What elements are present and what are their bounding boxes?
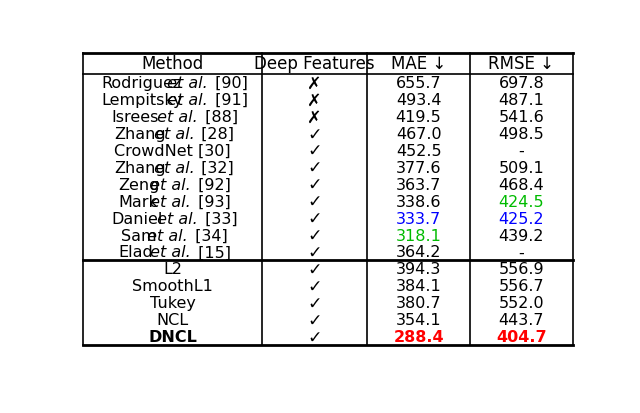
Text: 363.7: 363.7 bbox=[396, 177, 442, 192]
Text: 552.0: 552.0 bbox=[499, 296, 544, 311]
Text: 655.7: 655.7 bbox=[396, 76, 442, 91]
Text: 541.6: 541.6 bbox=[499, 110, 545, 125]
Text: Isrees: Isrees bbox=[111, 110, 159, 125]
Text: ✓: ✓ bbox=[307, 176, 322, 194]
Text: ✓: ✓ bbox=[307, 142, 322, 160]
Text: 425.2: 425.2 bbox=[499, 211, 544, 226]
Text: L2: L2 bbox=[163, 262, 182, 277]
Text: 509.1: 509.1 bbox=[499, 160, 545, 176]
Text: 377.6: 377.6 bbox=[396, 160, 442, 176]
Text: 498.5: 498.5 bbox=[499, 126, 545, 142]
Text: [28]: [28] bbox=[196, 126, 234, 142]
Text: ✗: ✗ bbox=[307, 91, 322, 109]
Text: et al.: et al. bbox=[142, 228, 188, 243]
Text: ✓: ✓ bbox=[307, 226, 322, 244]
Text: ✓: ✓ bbox=[307, 294, 322, 312]
Text: [93]: [93] bbox=[193, 194, 230, 209]
Text: Zhang: Zhang bbox=[115, 126, 166, 142]
Text: et al.: et al. bbox=[152, 211, 198, 226]
Text: SmoothL1: SmoothL1 bbox=[132, 279, 213, 294]
Text: ✓: ✓ bbox=[307, 243, 322, 261]
Text: et al.: et al. bbox=[145, 177, 191, 192]
Text: DNCL: DNCL bbox=[148, 329, 197, 344]
Text: 468.4: 468.4 bbox=[499, 177, 545, 192]
Text: ✓: ✓ bbox=[307, 328, 322, 346]
Text: 394.3: 394.3 bbox=[396, 262, 442, 277]
Text: Lempitsky: Lempitsky bbox=[101, 93, 182, 108]
Text: et al.: et al. bbox=[163, 93, 208, 108]
Text: 697.8: 697.8 bbox=[499, 76, 545, 91]
Text: [15]: [15] bbox=[193, 245, 231, 260]
Text: NCL: NCL bbox=[156, 313, 189, 328]
Text: MAE ↓: MAE ↓ bbox=[391, 55, 446, 73]
Text: ✓: ✓ bbox=[307, 193, 322, 211]
Text: 556.9: 556.9 bbox=[499, 262, 544, 277]
Text: 487.1: 487.1 bbox=[499, 93, 545, 108]
Text: Method: Method bbox=[141, 55, 204, 73]
Text: Tukey: Tukey bbox=[150, 296, 195, 311]
Text: et al.: et al. bbox=[145, 194, 191, 209]
Text: Elad: Elad bbox=[118, 245, 153, 260]
Text: 354.1: 354.1 bbox=[396, 313, 442, 328]
Text: ✓: ✓ bbox=[307, 209, 322, 228]
Text: 333.7: 333.7 bbox=[396, 211, 441, 226]
Text: Zeng: Zeng bbox=[118, 177, 159, 192]
Text: ✓: ✓ bbox=[307, 311, 322, 329]
Text: et al.: et al. bbox=[152, 110, 198, 125]
Text: 404.7: 404.7 bbox=[496, 329, 547, 344]
Text: ✓: ✓ bbox=[307, 159, 322, 177]
Text: ✓: ✓ bbox=[307, 260, 322, 278]
Text: et al.: et al. bbox=[148, 160, 195, 176]
Text: 467.0: 467.0 bbox=[396, 126, 442, 142]
Text: [90]: [90] bbox=[210, 76, 248, 91]
Text: Mark: Mark bbox=[118, 194, 158, 209]
Text: [92]: [92] bbox=[193, 177, 231, 192]
Text: [32]: [32] bbox=[196, 160, 234, 176]
Text: ✗: ✗ bbox=[307, 74, 322, 93]
Text: 443.7: 443.7 bbox=[499, 313, 544, 328]
Text: 338.6: 338.6 bbox=[396, 194, 442, 209]
Text: CrowdNet [30]: CrowdNet [30] bbox=[114, 143, 231, 159]
Text: 384.1: 384.1 bbox=[396, 279, 442, 294]
Text: -: - bbox=[518, 143, 524, 159]
Text: [33]: [33] bbox=[200, 211, 237, 226]
Text: Deep Features: Deep Features bbox=[254, 55, 375, 73]
Text: 452.5: 452.5 bbox=[396, 143, 442, 159]
Text: [34]: [34] bbox=[189, 228, 227, 243]
Text: Sam: Sam bbox=[122, 228, 157, 243]
Text: [88]: [88] bbox=[200, 110, 238, 125]
Text: et al.: et al. bbox=[163, 76, 208, 91]
Text: 493.4: 493.4 bbox=[396, 93, 442, 108]
Text: ✗: ✗ bbox=[307, 108, 322, 126]
Text: 364.2: 364.2 bbox=[396, 245, 442, 260]
Text: et al.: et al. bbox=[145, 245, 191, 260]
Text: ✓: ✓ bbox=[307, 125, 322, 143]
Text: 439.2: 439.2 bbox=[499, 228, 544, 243]
Text: -: - bbox=[518, 245, 524, 260]
Text: 288.4: 288.4 bbox=[394, 329, 444, 344]
Text: [91]: [91] bbox=[210, 93, 248, 108]
Text: Zhang: Zhang bbox=[115, 160, 166, 176]
Text: et al.: et al. bbox=[148, 126, 195, 142]
Text: Daniel: Daniel bbox=[111, 211, 163, 226]
Text: 380.7: 380.7 bbox=[396, 296, 442, 311]
Text: 419.5: 419.5 bbox=[396, 110, 442, 125]
Text: 556.7: 556.7 bbox=[499, 279, 544, 294]
Text: Rodriguez: Rodriguez bbox=[101, 76, 181, 91]
Text: RMSE ↓: RMSE ↓ bbox=[488, 55, 554, 73]
Text: 424.5: 424.5 bbox=[499, 194, 544, 209]
Text: ✓: ✓ bbox=[307, 277, 322, 295]
Text: 318.1: 318.1 bbox=[396, 228, 442, 243]
